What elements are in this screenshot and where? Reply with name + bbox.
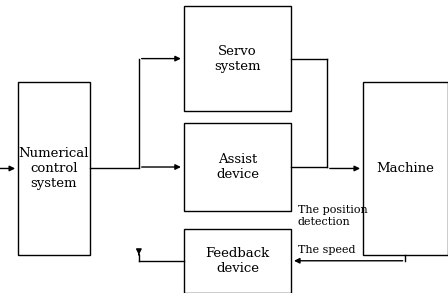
Text: Numerical
control
system: Numerical control system: [18, 147, 89, 190]
FancyBboxPatch shape: [363, 82, 448, 255]
Text: The speed: The speed: [298, 245, 355, 255]
Text: Feedback
device: Feedback device: [205, 247, 270, 275]
FancyBboxPatch shape: [18, 82, 90, 255]
FancyBboxPatch shape: [184, 229, 291, 293]
FancyBboxPatch shape: [184, 6, 291, 111]
Text: Servo
system: Servo system: [214, 45, 261, 73]
Text: Machine: Machine: [376, 162, 435, 175]
FancyBboxPatch shape: [184, 123, 291, 211]
Text: Assist
device: Assist device: [216, 153, 259, 181]
Text: The position
detection: The position detection: [298, 205, 368, 227]
